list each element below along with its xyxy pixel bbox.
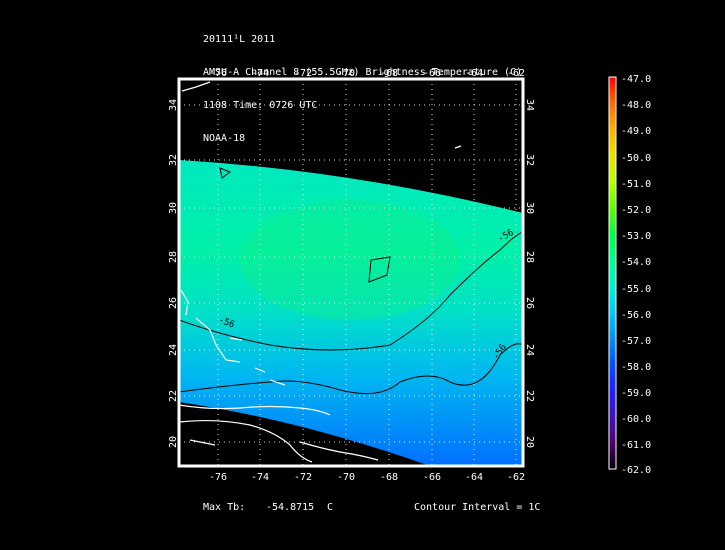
lon-tick: -72 bbox=[294, 472, 312, 483]
colorbar-label: -48.0 bbox=[621, 100, 651, 111]
colorbar-label: -58.0 bbox=[621, 362, 651, 373]
header: 20111¹L 2011 AMSU-A Channel 8 (55.5GHz) … bbox=[203, 12, 522, 155]
colorbar bbox=[608, 76, 617, 470]
colorbar-labels: -47.0 -48.0 -49.0 -50.0 -51.0 -52.0 -53.… bbox=[621, 74, 651, 476]
colorbar-label: -57.0 bbox=[621, 336, 651, 347]
lat-tick: 28 bbox=[168, 251, 179, 263]
colorbar-label: -54.0 bbox=[621, 257, 651, 268]
lon-tick: -68 bbox=[380, 472, 398, 483]
lon-tick: -66 bbox=[423, 68, 441, 79]
contour-lines bbox=[179, 167, 523, 395]
lat-tick: 34 bbox=[168, 99, 179, 111]
lat-tick: 24 bbox=[168, 344, 179, 356]
colorbar-label: -51.0 bbox=[621, 179, 651, 190]
lat-tick: 28 bbox=[524, 251, 535, 263]
lon-tick: -74 bbox=[251, 472, 269, 483]
lon-tick: -70 bbox=[337, 472, 355, 483]
lon-tick: -68 bbox=[380, 68, 398, 79]
lon-tick: -70 bbox=[337, 68, 355, 79]
colorbar-label: -53.0 bbox=[621, 231, 651, 242]
lon-labels-bottom: -76 -74 -72 -70 -68 -66 -64 -62 bbox=[209, 472, 525, 483]
colorbar-label: -55.0 bbox=[621, 284, 651, 295]
colorbar-label: -60.0 bbox=[621, 414, 651, 425]
satellite-swath bbox=[179, 160, 523, 466]
lat-tick: 20 bbox=[168, 436, 179, 448]
lat-tick: 24 bbox=[524, 344, 535, 356]
lon-tick: -72 bbox=[294, 68, 312, 79]
lat-tick: 26 bbox=[524, 297, 535, 309]
satellite-name: NOAA-18 bbox=[203, 133, 246, 144]
lat-tick: 26 bbox=[168, 297, 179, 309]
time-line: 1108 Time: 0726 UTC bbox=[203, 100, 318, 111]
colorbar-label: -61.0 bbox=[621, 440, 651, 451]
coastlines bbox=[179, 81, 462, 463]
date-line: 20111¹L 2011 bbox=[203, 34, 276, 45]
lat-tick: 20 bbox=[524, 436, 535, 448]
lon-tick: -76 bbox=[209, 68, 227, 79]
contour-interval: Contour Interval = 1C bbox=[414, 502, 541, 513]
lat-tick: 22 bbox=[168, 390, 179, 402]
max-tb-label: Max Tb: bbox=[203, 502, 246, 513]
lon-tick: -62 bbox=[507, 472, 525, 483]
lon-tick: -74 bbox=[251, 68, 269, 79]
lat-tick: 22 bbox=[524, 390, 535, 402]
lon-tick: -76 bbox=[209, 472, 227, 483]
lon-tick: -64 bbox=[465, 472, 483, 483]
lat-tick: 32 bbox=[168, 154, 179, 166]
colorbar-label: -50.0 bbox=[621, 153, 651, 164]
colorbar-label: -49.0 bbox=[621, 126, 651, 137]
lon-labels-top: -76 -74 -72 -70 -68 -66 -64 -62 bbox=[209, 68, 525, 79]
lon-tick: -62 bbox=[507, 68, 525, 79]
colorbar-label: -62.0 bbox=[621, 465, 651, 476]
warm-region bbox=[240, 200, 460, 320]
colorbar-label: -52.0 bbox=[621, 205, 651, 216]
map-frame bbox=[177, 77, 525, 468]
lat-labels-right: 20 22 24 26 28 30 32 34 bbox=[524, 99, 535, 448]
lat-tick: 32 bbox=[524, 154, 535, 166]
product-title: AMSU-A Channel 8 (55.5GHz) Brightness Te… bbox=[203, 67, 523, 78]
colorbar-label: -56.0 bbox=[621, 310, 651, 321]
max-tb-value: -54.8715 bbox=[266, 502, 315, 513]
colorbar-label: -47.0 bbox=[621, 74, 651, 85]
lat-labels-left: 20 22 24 26 28 30 32 34 bbox=[168, 99, 179, 448]
colorbar-label: -59.0 bbox=[621, 388, 651, 399]
max-tb-unit: C bbox=[327, 502, 334, 513]
lon-tick: -64 bbox=[465, 68, 483, 79]
lat-tick: 30 bbox=[524, 202, 535, 214]
lat-tick: 30 bbox=[168, 202, 179, 214]
lon-tick: -66 bbox=[423, 472, 441, 483]
lat-tick: 34 bbox=[524, 99, 535, 111]
